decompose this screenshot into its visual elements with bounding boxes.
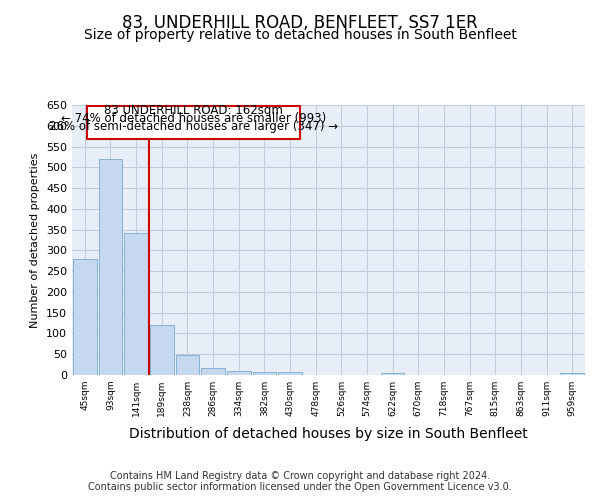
Text: 83, UNDERHILL ROAD, BENFLEET, SS7 1ER: 83, UNDERHILL ROAD, BENFLEET, SS7 1ER — [122, 14, 478, 32]
Text: Size of property relative to detached houses in South Benfleet: Size of property relative to detached ho… — [83, 28, 517, 42]
Bar — [253, 372, 276, 375]
Bar — [227, 371, 251, 375]
Text: Contains HM Land Registry data © Crown copyright and database right 2024.: Contains HM Land Registry data © Crown c… — [110, 471, 490, 481]
Bar — [98, 159, 122, 375]
Bar — [124, 232, 148, 375]
Bar — [201, 368, 225, 375]
Bar — [150, 325, 173, 375]
Bar — [176, 355, 199, 375]
Text: 83 UNDERHILL ROAD: 162sqm: 83 UNDERHILL ROAD: 162sqm — [104, 104, 283, 118]
Y-axis label: Number of detached properties: Number of detached properties — [31, 152, 40, 328]
Bar — [278, 372, 302, 375]
X-axis label: Distribution of detached houses by size in South Benfleet: Distribution of detached houses by size … — [129, 428, 528, 442]
Bar — [560, 373, 584, 375]
Text: Contains public sector information licensed under the Open Government Licence v3: Contains public sector information licen… — [88, 482, 512, 492]
Bar — [381, 373, 404, 375]
Text: 26% of semi-detached houses are larger (347) →: 26% of semi-detached houses are larger (… — [49, 120, 338, 133]
Bar — [73, 258, 97, 375]
Text: ← 74% of detached houses are smaller (993): ← 74% of detached houses are smaller (99… — [61, 112, 326, 125]
Bar — [87, 106, 300, 139]
